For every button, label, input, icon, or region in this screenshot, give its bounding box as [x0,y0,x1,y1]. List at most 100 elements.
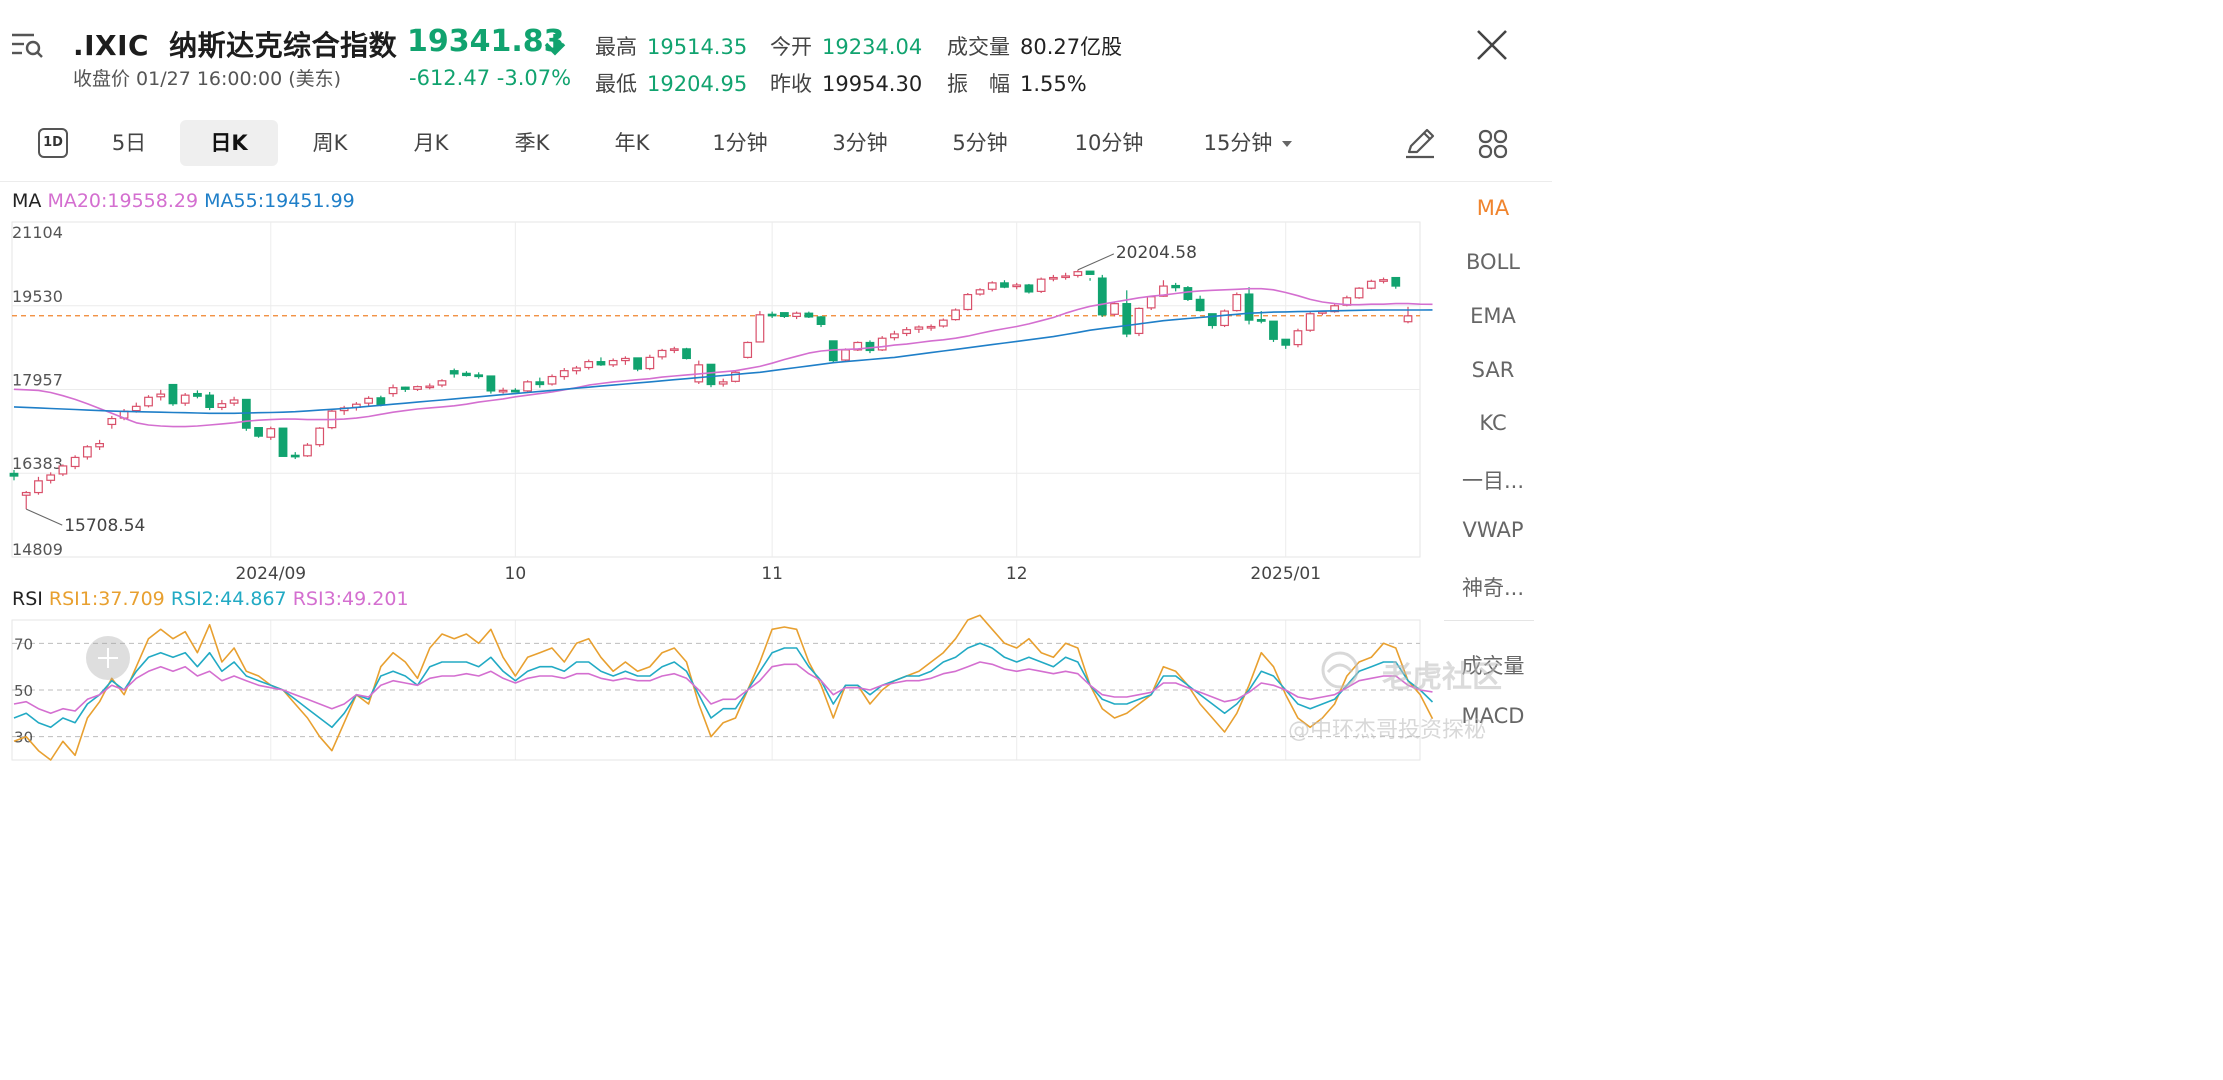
stat-amplitude-label: 振 幅 [947,72,1010,96]
change-value: -612.47 [409,66,491,90]
list-search-icon[interactable] [10,30,44,60]
grid-layout-icon[interactable] [1477,128,1509,160]
candle-body [486,375,496,392]
indicator-magic[interactable]: 神奇... [1461,576,1525,600]
indicator-sar[interactable]: SAR [1471,358,1515,382]
stat-volume: 成交量 80.27亿股 [947,31,1122,61]
candle-body [657,349,667,358]
rsi-legend: RSI RSI1:37.709 RSI2:44.867 RSI3:49.201 [12,588,409,610]
candle-body [156,393,166,398]
arrow-down-icon [544,34,566,56]
tab-5d[interactable]: 5日 [111,131,147,155]
candle-body [95,442,104,448]
candle-body [1085,270,1095,275]
price-change: -612.47 -3.07% [409,66,571,90]
candle-body [975,289,985,295]
candle-body [449,370,459,375]
candle-body [1256,318,1266,322]
candle-body [1391,276,1401,287]
candle-body [621,357,630,362]
candle-body [376,397,386,406]
candle-body [926,325,936,329]
stat-volume-label: 成交量 [947,35,1010,59]
candle-body [584,361,594,369]
caret-down-icon [1282,141,1293,147]
candle-body [1171,284,1181,289]
crosshair-toggle-button[interactable] [86,636,130,680]
tab-weekly-k[interactable]: 周K [312,131,348,155]
candle-body [572,367,581,372]
candle-body [608,359,618,366]
tab-monthly-k[interactable]: 月K [413,131,449,155]
candle-body [1024,284,1034,293]
quote-header: .IXIC 纳斯达克综合指数 收盘价 01/27 16:00:00 (美东) 19… [0,0,1552,110]
stat-amplitude-value: 1.55% [1020,72,1087,96]
watermark-brand: 老虎社区 [1382,660,1502,695]
tab-daily-k[interactable]: 日K [180,120,278,166]
x-tick-label: 11 [761,564,783,584]
candle-body [144,396,153,407]
candle-body [718,381,728,385]
candle-body [131,405,141,412]
candle-body [1366,280,1376,289]
x-tick-label: 10 [505,564,527,584]
kline-chart[interactable]: 21104 19530 17957 16383 14809 2024/09 10 11 12 20… [0,0,1434,762]
candle-body [669,348,679,351]
candle-body [1073,271,1083,277]
candle-body [107,417,117,426]
candle-body [82,446,92,458]
tab-yearly-k[interactable]: 年K [614,131,650,155]
candle-body [804,312,814,318]
indicator-ema[interactable]: EMA [1470,304,1516,328]
stat-amplitude: 振 幅 1.55% [947,68,1087,98]
close-icon[interactable] [1474,27,1510,63]
tab-5min[interactable]: 5分钟 [952,131,1008,155]
indicator-macd[interactable]: MACD [1461,704,1525,728]
candle-body [987,282,997,290]
header-divider [0,181,1552,182]
indicator-vwap[interactable]: VWAP [1462,518,1524,542]
candle-body [792,312,801,318]
indicator-kc[interactable]: KC [1479,411,1507,435]
ticker-symbol: .IXIC [73,29,150,62]
tab-quarterly-k[interactable]: 季K [514,131,550,155]
candle-body [413,386,422,390]
candle-body [315,427,325,446]
candle-body [303,444,312,457]
candle-body [1354,287,1364,299]
candle-body [364,397,374,404]
candle-body [559,370,569,378]
stat-low-label: 最低 [595,72,637,96]
indicator-ichimoku[interactable]: 一目... [1461,469,1525,493]
candle-body [951,309,960,321]
rsi1-legend: RSI1:37.709 [48,588,165,610]
indicator-boll[interactable]: BOLL [1466,250,1520,274]
tab-1min[interactable]: 1分钟 [712,131,768,155]
candle-body [1269,320,1278,340]
symbol-title: .IXIC 纳斯达克综合指数 [73,24,397,64]
candle-body [706,363,716,386]
candle-body [70,456,80,468]
candle-body [1232,293,1242,312]
stat-prev-close-label: 昨收 [770,72,812,96]
pen-draw-icon[interactable] [1403,126,1437,160]
tab-10min[interactable]: 10分钟 [1074,131,1144,155]
candle-body [645,356,655,370]
close-time-label: 收盘价 01/27 16:00:00 (美东) [73,68,342,90]
period-tabs: 1D 5日 日K 周K 月K 季K 年K 1分钟 3分钟 5分钟 10分钟 15… [0,118,1552,172]
stat-open-value: 19234.04 [822,35,923,59]
indicator-volume[interactable]: 成交量 [1461,654,1525,678]
candle-body [816,316,826,325]
tab-15min[interactable]: 15分钟 [1196,120,1300,166]
tab-intraday-1d[interactable]: 1D [38,128,68,158]
ma20-line [13,287,1433,428]
candle-body [400,386,410,390]
y-tick-label: 17957 [12,370,63,389]
candle-body [1379,279,1388,282]
ma20-legend: MA20:19558.29 [47,190,199,212]
rsi-tick-label: 70 [14,635,33,653]
tiger-logo-icon [1321,651,1359,689]
candle-body [841,349,850,361]
tab-3min[interactable]: 3分钟 [832,131,888,155]
indicator-ma[interactable]: MA [1476,196,1510,220]
